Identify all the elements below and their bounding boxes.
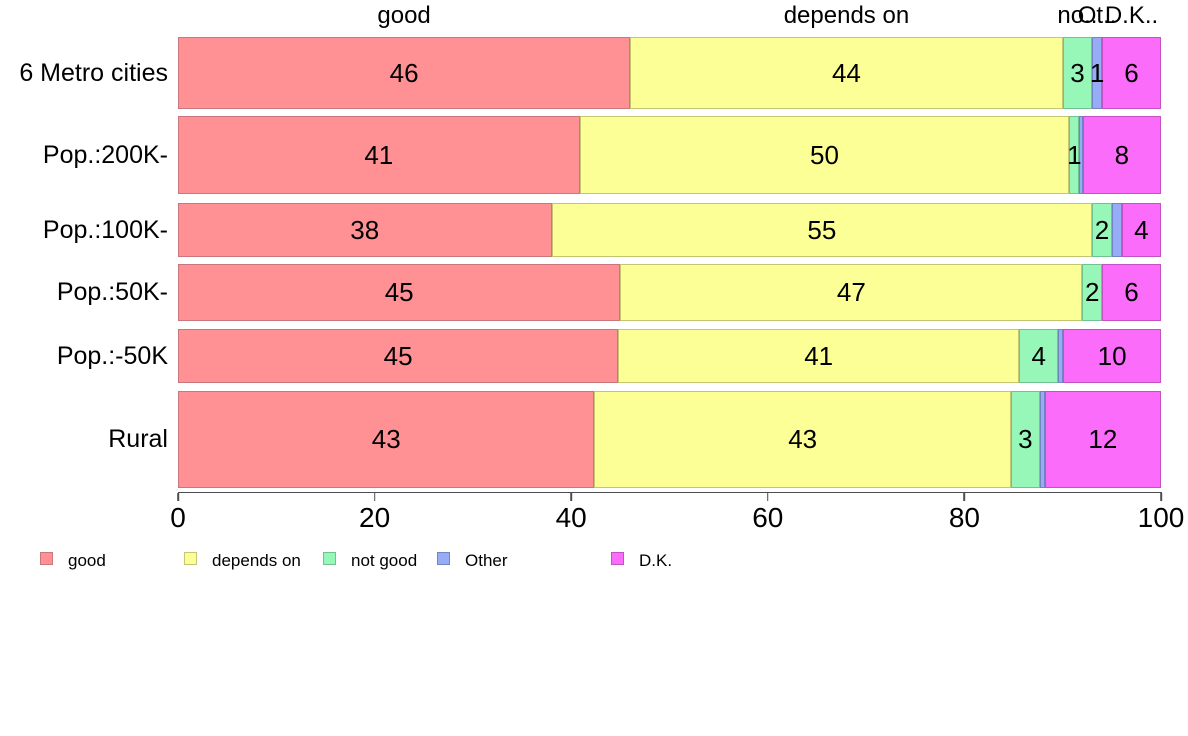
x-axis-tick [1160, 493, 1162, 501]
bar-segment: 46 [178, 37, 631, 109]
bar-value-label: 6 [1124, 57, 1139, 88]
bar-segment: 1 [1089, 37, 1105, 109]
bar-segment: 43 [594, 391, 1011, 488]
bar-segment: 45 [178, 264, 621, 321]
bar-segment: 55 [551, 203, 1093, 257]
bar-segment: 10 [1063, 329, 1161, 383]
column-header: D.K.. [1104, 2, 1159, 29]
x-axis-tick [570, 493, 572, 501]
x-axis-tick-label: 0 [170, 502, 186, 533]
bar-value-label: 6 [1124, 277, 1139, 307]
bar-segment: 8 [1082, 116, 1161, 194]
bar-value-label: 50 [810, 139, 839, 170]
bar-segment: 38 [178, 203, 552, 257]
column-header: Ot.. [1077, 2, 1117, 29]
bar-segment [1058, 329, 1064, 383]
category-label: Pop.:-50K [56, 341, 168, 370]
bar-segment: 2 [1082, 264, 1103, 321]
column-header: no.. [1057, 2, 1098, 29]
bar-value-label: 44 [831, 57, 861, 88]
bar-segment: 3 [1062, 37, 1093, 109]
bar-segment: 45 [178, 329, 619, 383]
x-axis-tick-label: 40 [555, 502, 587, 533]
bar-segment [1079, 116, 1083, 194]
bar-segment: 44 [630, 37, 1063, 109]
bar-row: 45 47 2 6 [178, 264, 1161, 321]
bar-value-label: 2 [1094, 214, 1110, 245]
x-axis-tick [767, 493, 769, 501]
legend-label: good [68, 551, 106, 570]
x-axis-tick [963, 493, 966, 501]
bar-row: 45 41 4 10 [178, 329, 1161, 383]
x-axis-tick-label: 100 [1137, 502, 1185, 533]
legend-swatch [40, 552, 53, 565]
bar-value-label: 45 [384, 277, 414, 307]
bar-value-label: 2 [1084, 277, 1100, 307]
legend-swatch [323, 552, 336, 565]
bar-value-label: 1 [1067, 139, 1082, 170]
bar-row: 41 50 1 8 [178, 116, 1161, 194]
legend-label: depends on [212, 551, 301, 570]
bar-value-label: 10 [1097, 340, 1127, 371]
bar-segment: 1 [1067, 116, 1082, 194]
bar-segment: 3 [1010, 391, 1040, 488]
bar-value-label: 4 [1031, 340, 1046, 371]
bar-value-label: 8 [1114, 139, 1130, 170]
bar-value-label: 38 [350, 214, 380, 245]
category-label: 6 Metro cities [19, 58, 168, 87]
bar-segment: 4 [1019, 329, 1059, 383]
bar-segment: 2 [1092, 203, 1112, 257]
bar-segment: 43 [178, 391, 595, 488]
bar-segment: 6 [1102, 37, 1161, 109]
column-header: depends on [783, 2, 910, 29]
category-label: Pop.:100K- [42, 215, 168, 244]
bar-segment [1111, 203, 1122, 257]
bar-segment: 6 [1102, 264, 1161, 321]
bar-row: 46 44 3 1 6 [178, 37, 1161, 109]
x-axis-tick-label: 60 [752, 502, 784, 533]
legend-swatch [184, 552, 197, 565]
bar-value-label: 55 [807, 214, 837, 245]
bar-segment [1039, 391, 1045, 488]
bar-value-label: 45 [383, 340, 413, 371]
bar-value-label: 3 [1070, 57, 1085, 88]
bar-value-label: 4 [1134, 214, 1149, 245]
bar-segment: 12 [1044, 391, 1161, 488]
x-axis-tick [177, 493, 179, 501]
legend-label: not good [351, 551, 418, 570]
bar-segment: 4 [1121, 203, 1161, 257]
legend-swatch [611, 552, 624, 565]
bar-value-label: 43 [788, 424, 818, 454]
x-axis-tick-label: 20 [359, 502, 391, 533]
legend-swatch [437, 552, 450, 565]
bar-value-label: 41 [804, 340, 834, 371]
bar-value-label: 47 [836, 277, 866, 307]
bar-value-label: 41 [364, 139, 394, 170]
category-label: Pop.:200K- [42, 140, 168, 169]
bar-value-label: 46 [389, 57, 419, 88]
x-axis-line [178, 492, 1162, 493]
bar-segment: 41 [178, 116, 580, 194]
legend-label: D.K. [639, 551, 673, 570]
bar-segment: 47 [620, 264, 1083, 321]
category-label: Pop.:50K- [56, 278, 168, 306]
x-axis-tick-label: 80 [948, 502, 980, 533]
bar-value-label: 43 [371, 424, 401, 454]
x-axis-tick [373, 493, 376, 501]
legend-label: Other [465, 551, 508, 570]
bar-value-label: 1 [1089, 57, 1105, 88]
bar-value-label: 12 [1088, 424, 1118, 454]
category-label: Rural [108, 425, 168, 453]
bar-segment: 41 [618, 329, 1020, 383]
bar-row: 38 55 2 4 [178, 203, 1161, 257]
bar-value-label: 3 [1018, 424, 1033, 454]
column-header: good [377, 2, 431, 29]
bar-row: 43 43 3 12 [178, 391, 1161, 488]
bar-segment: 50 [579, 116, 1070, 194]
